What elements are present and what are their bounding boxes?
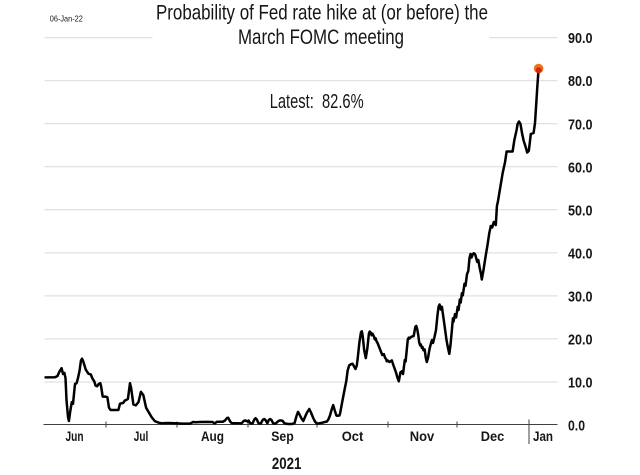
svg-text:Latest: 82.6%: Latest: 82.6% xyxy=(270,91,364,113)
svg-text:30.0: 30.0 xyxy=(568,288,593,305)
svg-text:40.0: 40.0 xyxy=(568,245,593,262)
svg-text:Oct: Oct xyxy=(342,428,364,444)
svg-text:Probability of Fed rate hike a: Probability of Fed rate hike at (or befo… xyxy=(156,2,488,25)
svg-text:80.0: 80.0 xyxy=(568,73,593,90)
svg-text:Aug: Aug xyxy=(201,428,224,444)
svg-text:Sep: Sep xyxy=(271,428,294,444)
svg-text:Dec: Dec xyxy=(481,428,505,444)
svg-text:2021: 2021 xyxy=(272,455,302,473)
svg-text:60.0: 60.0 xyxy=(568,159,593,176)
svg-text:Jul: Jul xyxy=(134,428,149,444)
svg-text:March FOMC meeting: March FOMC meeting xyxy=(238,26,404,49)
svg-text:Jun: Jun xyxy=(66,428,84,444)
svg-text:0.0: 0.0 xyxy=(568,418,585,435)
svg-text:20.0: 20.0 xyxy=(568,331,593,348)
svg-text:90.0: 90.0 xyxy=(568,30,593,47)
svg-text:50.0: 50.0 xyxy=(568,202,593,219)
svg-text:10.0: 10.0 xyxy=(568,375,593,392)
svg-text:Nov: Nov xyxy=(410,428,435,444)
svg-text:70.0: 70.0 xyxy=(568,116,593,133)
svg-text:Jan: Jan xyxy=(533,428,553,444)
svg-text:06-Jan-22: 06-Jan-22 xyxy=(50,13,83,23)
